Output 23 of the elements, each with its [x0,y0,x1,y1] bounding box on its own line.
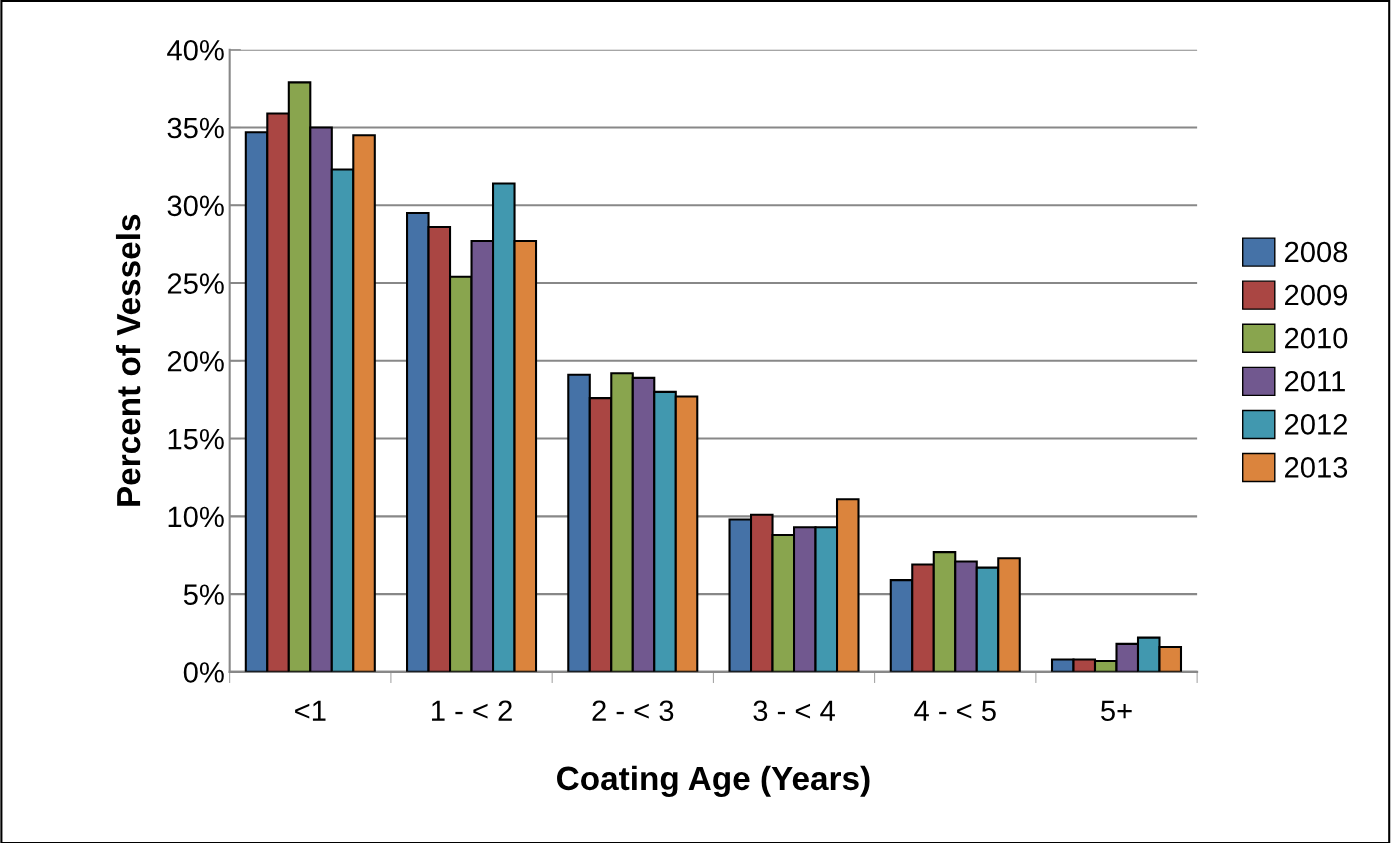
x-tick-label: <1 [295,700,326,721]
y-tick-label: 5% [183,584,224,605]
y-tick-label: 0% [183,662,224,683]
legend-label: 2011 [1285,370,1345,392]
x-tick-label: 2 - < 3 [592,700,674,722]
y-tick-label: 30% [167,195,224,217]
legend-label: 2008 [1285,241,1348,263]
x-tick-label: 3 - < 4 [753,700,835,722]
legend-label: 2010 [1285,327,1348,349]
y-tick-label: 15% [168,428,224,450]
y-tick-label: 35% [167,117,224,139]
x-tick-label: 4 - < 5 [914,700,996,722]
legend-label: 2009 [1285,284,1348,306]
x-axis-title: Coating Age (Years) [557,765,870,797]
y-tick-label: 25% [167,273,224,294]
y-tick-label: 10% [168,506,224,528]
y-tick-label: 20% [167,351,224,372]
legend-label: 2013 [1285,457,1348,478]
x-tick-label: 1 - < 2 [432,700,512,721]
x-tick-label: 5+ [1101,700,1132,722]
legend-label: 2012 [1285,414,1347,435]
y-axis-title: Percent of Vessels [115,214,141,506]
y-tick-label: 40% [167,39,224,61]
